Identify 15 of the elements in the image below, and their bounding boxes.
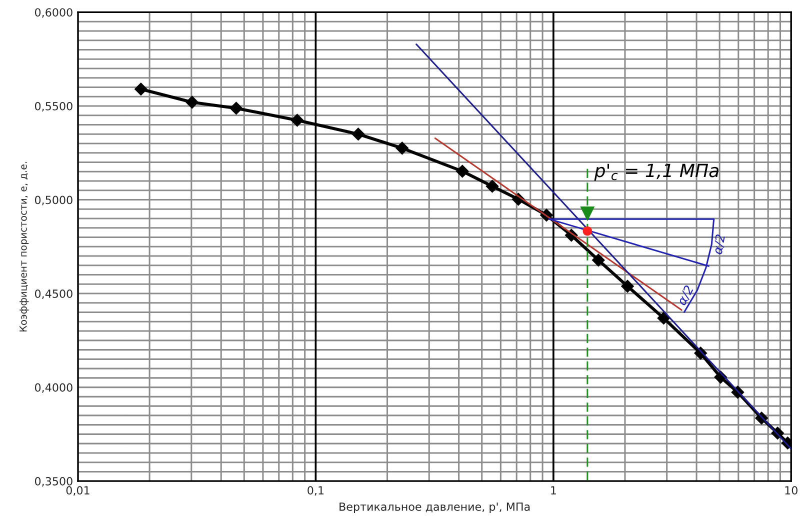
y-tick-label: 0,6000 [34,8,72,18]
annotation: p'$_{c}$ = 1,1 МПа [594,164,718,181]
annotation: α/2 [676,284,695,306]
y-tick-label: 0,5500 [34,102,72,112]
y-tick-label: 0,4500 [34,290,72,300]
annotation: α/2 [712,234,726,255]
x-tick-label: 0,01 [66,486,90,496]
x-tick-label: 0,1 [308,486,324,496]
y-tick-label: 0,4000 [34,383,72,393]
x-axis-title: Вертикальное давление, p', МПа [340,502,530,514]
y-tick-label: 0,3500 [34,477,72,487]
x-tick-label: 1 [551,486,556,494]
y-tick-label: 0,5000 [34,196,72,206]
x-tick-label: 10 [785,486,798,495]
y-axis-title: Коэффициент пористости, е, д.е. [20,162,29,332]
